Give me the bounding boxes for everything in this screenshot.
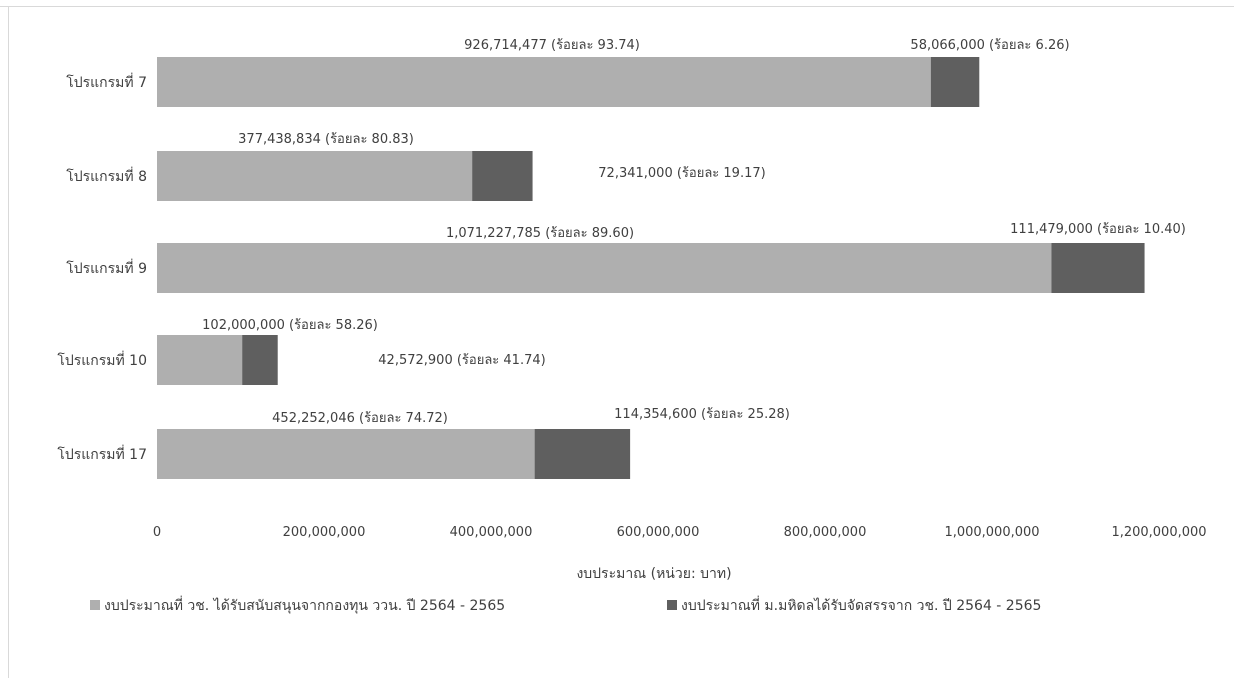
data-label: 114,354,600 (ร้อยละ 25.28) <box>614 407 790 422</box>
category-label: โปรแกรมที่ 10 <box>57 351 147 369</box>
data-label: 377,438,834 (ร้อยละ 80.83) <box>238 132 414 147</box>
data-label: 111,479,000 (ร้อยละ 10.40) <box>1010 222 1186 237</box>
bars-group <box>157 57 1145 479</box>
data-label: 1,071,227,785 (ร้อยละ 89.60) <box>446 226 634 241</box>
data-label: 58,066,000 (ร้อยละ 6.26) <box>910 38 1069 53</box>
bar-vch-fund-3 <box>157 243 1052 293</box>
legend-swatch <box>90 600 100 610</box>
category-label: โปรแกรมที่ 17 <box>57 445 147 463</box>
category-label: โปรแกรมที่ 9 <box>66 259 147 277</box>
bar-mahidol-4 <box>242 335 278 385</box>
category-labels: โปรแกรมที่ 7 โปรแกรมที่ 8 โปรแกรมที่ 9 โปรแ… <box>57 73 147 463</box>
x-axis-title: งบประมาณ (หน่วย: บาท) <box>576 566 731 582</box>
x-tick-label: 0 <box>153 525 161 540</box>
legend: งบประมาณที่ วช. ได้รับสนับสนุนจากกองทุน … <box>90 596 1041 614</box>
data-label: 452,252,046 (ร้อยละ 74.72) <box>272 411 448 426</box>
data-label: 926,714,477 (ร้อยละ 93.74) <box>464 38 640 53</box>
legend-label: งบประมาณที่ วช. ได้รับสนับสนุนจากกองทุน … <box>104 596 505 614</box>
x-tick-label: 200,000,000 <box>283 525 366 540</box>
bar-mahidol-5 <box>534 429 631 479</box>
data-labels: 926,714,477 (ร้อยละ 93.74) 58,066,000 (ร้… <box>202 38 1186 426</box>
bar-mahidol-3 <box>1051 243 1145 293</box>
x-tick-label: 400,000,000 <box>450 525 533 540</box>
bar-mahidol-2 <box>472 151 533 201</box>
x-tick-label: 1,200,000,000 <box>1111 525 1206 540</box>
bar-mahidol-1 <box>930 57 980 107</box>
legend-label: งบประมาณที่ ม.มหิดลได้รับจัดสรรจาก วช. ป… <box>681 596 1041 614</box>
x-tick-label: 800,000,000 <box>784 525 867 540</box>
bar-vch-fund-5 <box>157 429 535 479</box>
x-tick-labels: 0 200,000,000 400,000,000 600,000,000 800,00… <box>153 525 1207 540</box>
bar-vch-fund-1 <box>157 57 931 107</box>
legend-swatch <box>667 600 677 610</box>
x-tick-label: 1,000,000,000 <box>944 525 1039 540</box>
category-label: โปรแกรมที่ 8 <box>66 167 147 185</box>
data-label: 42,572,900 (ร้อยละ 41.74) <box>378 353 545 368</box>
category-label: โปรแกรมที่ 7 <box>66 73 147 91</box>
x-tick-label: 600,000,000 <box>617 525 700 540</box>
chart-border-top <box>0 6 1234 7</box>
bar-vch-fund-2 <box>157 151 473 201</box>
data-label: 102,000,000 (ร้อยละ 58.26) <box>202 318 378 333</box>
data-label: 72,341,000 (ร้อยละ 19.17) <box>598 166 765 181</box>
chart-border-left <box>8 6 9 678</box>
bar-vch-fund-4 <box>157 335 243 385</box>
